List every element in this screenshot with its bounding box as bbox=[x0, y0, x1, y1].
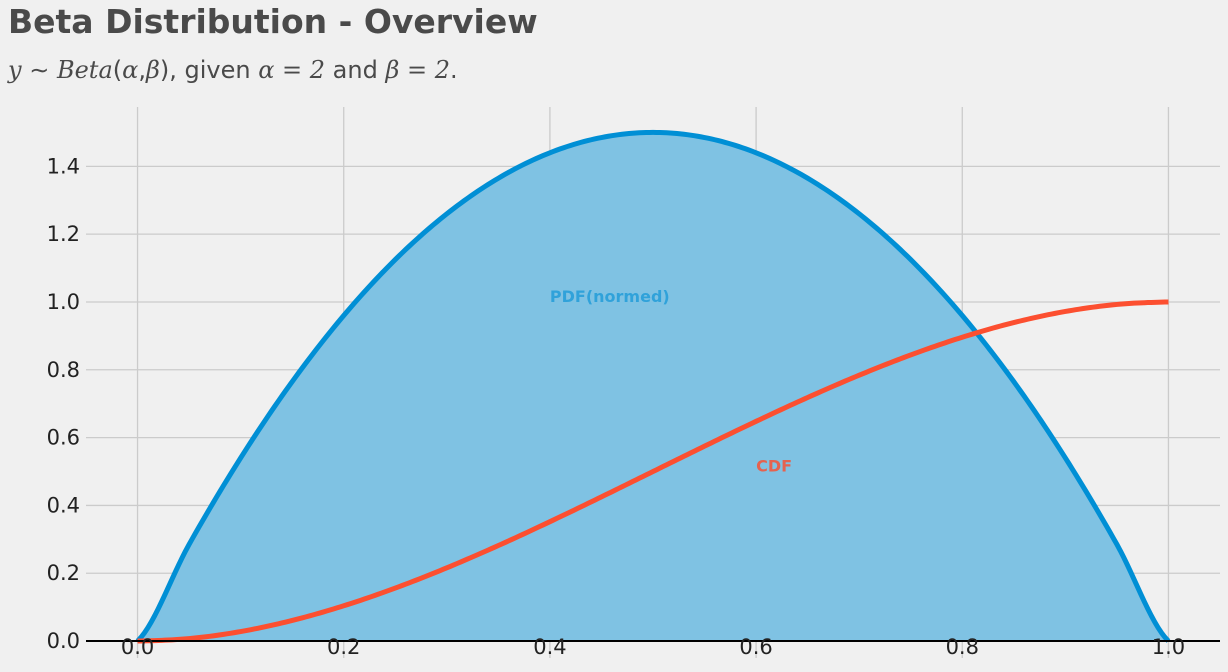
subtitle-close-paren: ) bbox=[159, 56, 170, 84]
chart-subtitle: y ∼ Beta(α,β), given α = 2 and β = 2. bbox=[8, 56, 458, 84]
series-1-line bbox=[137, 299, 1169, 644]
subtitle-beta-func: Beta bbox=[56, 56, 113, 84]
subtitle-beta-value: β = 2 bbox=[385, 56, 450, 84]
chart-title: Beta Distribution - Overview bbox=[8, 2, 538, 41]
fill-layer bbox=[137, 132, 1169, 642]
series-0-line bbox=[135, 129, 1171, 643]
line-layer bbox=[86, 129, 1220, 644]
y-tick-label: 0.8 bbox=[47, 358, 80, 382]
y-tick-label: 0.2 bbox=[47, 561, 80, 585]
y-tick-label: 1.4 bbox=[47, 154, 80, 178]
tick-label-layer: 0.0 0.2 0.4 0.6 0.8 1.0 0.0 0.2 0.4 0.6 0.8 1.0 1.2 1… bbox=[47, 154, 1186, 659]
x-tick-label: 0.2 bbox=[327, 635, 360, 659]
x-tick-label: 0.6 bbox=[739, 635, 772, 659]
subtitle-tilde: ∼ bbox=[29, 56, 50, 84]
y-tick-label: 0.0 bbox=[47, 629, 80, 653]
series-0-area bbox=[137, 132, 1169, 642]
subtitle-alpha: α bbox=[122, 56, 139, 84]
subtitle-and-text: and bbox=[325, 56, 386, 84]
subtitle-y: y bbox=[8, 56, 22, 84]
subtitle-alpha-value: α = 2 bbox=[258, 56, 326, 84]
y-tick-label: 1.0 bbox=[47, 290, 80, 314]
y-tick-label: 0.4 bbox=[47, 493, 80, 517]
subtitle-period: . bbox=[449, 56, 458, 84]
x-tick-label: 1.0 bbox=[1152, 635, 1185, 659]
subtitle-beta: β bbox=[145, 56, 160, 84]
subtitle-given-text: , given bbox=[169, 56, 259, 84]
subtitle-comma: , bbox=[138, 56, 146, 84]
annotation-label: CDF bbox=[756, 457, 792, 476]
subtitle-open-paren: ( bbox=[112, 56, 123, 84]
y-tick-label: 1.2 bbox=[47, 222, 80, 246]
x-tick-label: 0.0 bbox=[121, 635, 154, 659]
annotation-label: PDF(normed) bbox=[550, 287, 670, 306]
annotation-layer: PDF(normed) CDF bbox=[550, 287, 792, 476]
x-tick-label: 0.8 bbox=[946, 635, 979, 659]
y-tick-label: 0.6 bbox=[47, 426, 80, 450]
x-tick-label: 0.4 bbox=[533, 635, 566, 659]
